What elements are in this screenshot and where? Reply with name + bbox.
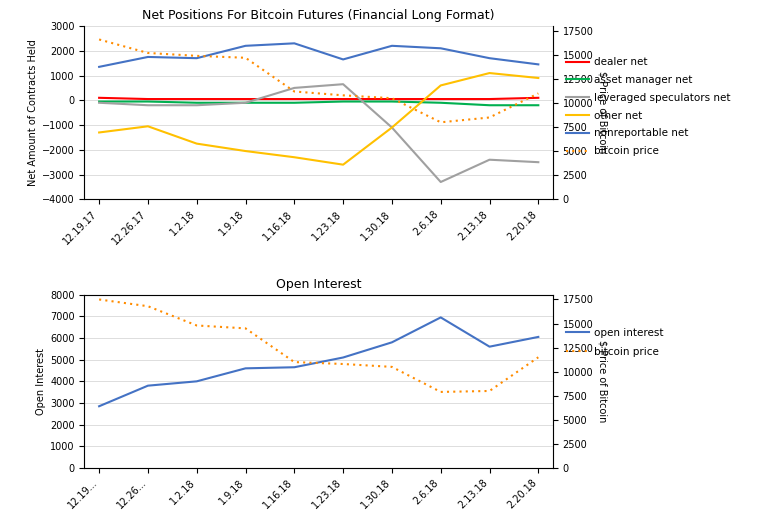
Y-axis label: $ Price of Bitcoin: $ Price of Bitcoin — [598, 71, 607, 154]
Legend: open interest, bitcoin price: open interest, bitcoin price — [566, 328, 664, 357]
Title: Net Positions For Bitcoin Futures (Financial Long Format): Net Positions For Bitcoin Futures (Finan… — [143, 9, 495, 22]
Y-axis label: Net Amount of Contracts Held: Net Amount of Contracts Held — [28, 40, 38, 186]
Y-axis label: Open Interest: Open Interest — [36, 348, 46, 415]
Legend: dealer net, asset manager net, leveraged speculators net, other net, nonreportab: dealer net, asset manager net, leveraged… — [566, 57, 730, 157]
Y-axis label: $ Price of Bitcoin: $ Price of Bitcoin — [598, 340, 607, 423]
Title: Open Interest: Open Interest — [276, 278, 362, 291]
